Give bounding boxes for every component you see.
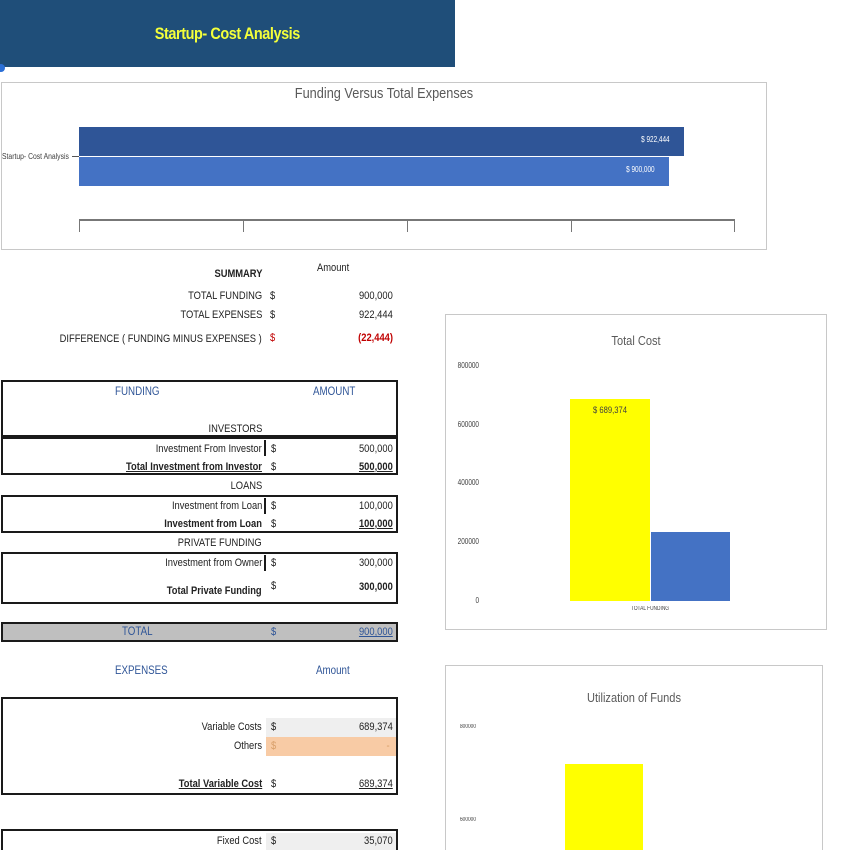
- fixed-cost-value[interactable]: 35,070: [364, 835, 393, 847]
- row-label: Investment from Owner: [164, 557, 262, 569]
- currency: $: [270, 309, 276, 321]
- amount-header: AMOUNT: [313, 386, 356, 398]
- axis-tick: [79, 219, 80, 232]
- summary-label: TOTAL EXPENSES: [180, 309, 262, 321]
- y-tick-label: 800000: [457, 361, 479, 370]
- currency: $: [271, 778, 277, 790]
- column-divider: [264, 440, 266, 456]
- loan-value[interactable]: 100,000: [359, 500, 393, 512]
- bar-data-label: $ 922,444: [641, 135, 670, 144]
- page-title: Startup- Cost Analysis: [154, 23, 301, 43]
- fixed-cost-cell-bg: [266, 833, 396, 850]
- variable-cost-bar[interactable]: $ 689,374: [570, 399, 650, 601]
- expenses-header: EXPENSES: [115, 665, 168, 677]
- shape-resize-handle[interactable]: [0, 64, 5, 72]
- currency: $: [271, 626, 277, 638]
- currency: $: [271, 580, 277, 592]
- column-divider: [264, 498, 266, 514]
- axis-tick: [72, 156, 79, 157]
- other-cost-bar[interactable]: [651, 532, 730, 601]
- loan-total-value[interactable]: 100,000: [359, 518, 393, 530]
- funding-header-box: [1, 380, 398, 437]
- bar-data-label: $ 689,374: [592, 405, 628, 415]
- x-category-label: TOTAL FUNDING: [630, 606, 670, 612]
- currency: $: [271, 500, 277, 512]
- currency: $: [271, 557, 277, 569]
- section-loans: LOANS: [230, 480, 262, 492]
- column-divider: [264, 555, 266, 571]
- category-axis-label: Startup- Cost Analysis: [2, 152, 69, 161]
- chart-title: Utilization of Funds: [587, 690, 681, 705]
- summary-heading: SUMMARY: [214, 268, 262, 280]
- currency: $: [271, 835, 277, 847]
- row-label: Investment from Loan: [171, 500, 262, 512]
- variable-costs-box: [1, 697, 398, 795]
- currency: $: [271, 461, 277, 473]
- fixed-costs-box: [1, 829, 398, 850]
- chart-title: Funding Versus Total Expenses: [294, 85, 474, 102]
- amount-header: Amount: [317, 262, 350, 274]
- difference-value[interactable]: (22,444): [358, 332, 393, 344]
- y-tick-label: 200000: [457, 537, 479, 546]
- private-funding-box: [1, 552, 398, 604]
- grand-total-label: TOTAL: [122, 626, 153, 638]
- total-label: Total Private Funding: [167, 585, 262, 597]
- loans-box: [1, 495, 398, 533]
- section-investors: INVESTORS: [208, 423, 262, 435]
- currency: $: [271, 721, 277, 733]
- investor-value[interactable]: 500,000: [359, 443, 393, 455]
- private-total-value[interactable]: 300,000: [359, 581, 393, 593]
- currency: $: [270, 290, 276, 302]
- total-variable-value[interactable]: 689,374: [359, 778, 393, 790]
- investors-box: [1, 437, 398, 475]
- row-label: Fixed Cost: [217, 835, 262, 847]
- row-label: Variable Costs: [201, 721, 262, 733]
- funding-bar[interactable]: $ 900,000: [79, 157, 669, 186]
- utilization-bar[interactable]: [565, 764, 643, 850]
- row-label: Investment From Investor: [155, 443, 262, 455]
- currency: $: [271, 518, 277, 530]
- axis-tick: [407, 219, 408, 232]
- utilization-of-funds-chart[interactable]: Utilization of Funds 800000 600000: [445, 665, 823, 850]
- variable-cost-cell-bg: [266, 718, 396, 737]
- grand-total-value[interactable]: 900,000: [359, 626, 393, 638]
- row-label: Others: [233, 740, 262, 752]
- total-label: Total Investment from Investor: [126, 461, 262, 473]
- total-label: Investment from Loan: [164, 518, 262, 530]
- funding-header: FUNDING: [115, 386, 160, 398]
- variable-cost-value[interactable]: 689,374: [359, 721, 393, 733]
- title-banner[interactable]: Startup- Cost Analysis: [0, 0, 455, 67]
- currency: $: [270, 332, 276, 344]
- total-expenses-value[interactable]: 922,444: [359, 309, 393, 321]
- axis-tick: [571, 219, 572, 232]
- owner-value[interactable]: 300,000: [359, 557, 393, 569]
- y-tick-label: 800000: [459, 724, 476, 730]
- axis-tick: [243, 219, 244, 232]
- chart-title: Total Cost: [611, 333, 661, 348]
- grand-total-row: [1, 622, 398, 642]
- total-funding-value[interactable]: 900,000: [359, 290, 393, 302]
- expenses-bar[interactable]: $ 922,444: [79, 127, 684, 156]
- summary-label: DIFFERENCE ( FUNDING MINUS EXPENSES ): [59, 333, 262, 345]
- others-cell-bg: [266, 737, 396, 756]
- currency: $: [271, 740, 277, 752]
- amount-header: Amount: [316, 665, 350, 677]
- investor-total-value[interactable]: 500,000: [359, 461, 393, 473]
- y-tick-label: 400000: [457, 478, 479, 487]
- axis-tick: [734, 219, 735, 232]
- y-tick-label: 0: [475, 596, 479, 605]
- total-label: Total Variable Cost: [178, 778, 262, 790]
- currency: $: [271, 443, 277, 455]
- total-cost-chart[interactable]: Total Cost 800000 600000 400000 200000 0…: [445, 314, 827, 630]
- funding-vs-expenses-chart[interactable]: Funding Versus Total Expenses Startup- C…: [1, 82, 767, 250]
- y-tick-label: 600000: [459, 817, 476, 823]
- y-tick-label: 600000: [457, 420, 479, 429]
- others-value[interactable]: -: [386, 740, 390, 752]
- summary-label: TOTAL FUNDING: [187, 290, 262, 302]
- bar-data-label: $ 900,000: [626, 165, 655, 174]
- section-private-funding: PRIVATE FUNDING: [178, 537, 262, 549]
